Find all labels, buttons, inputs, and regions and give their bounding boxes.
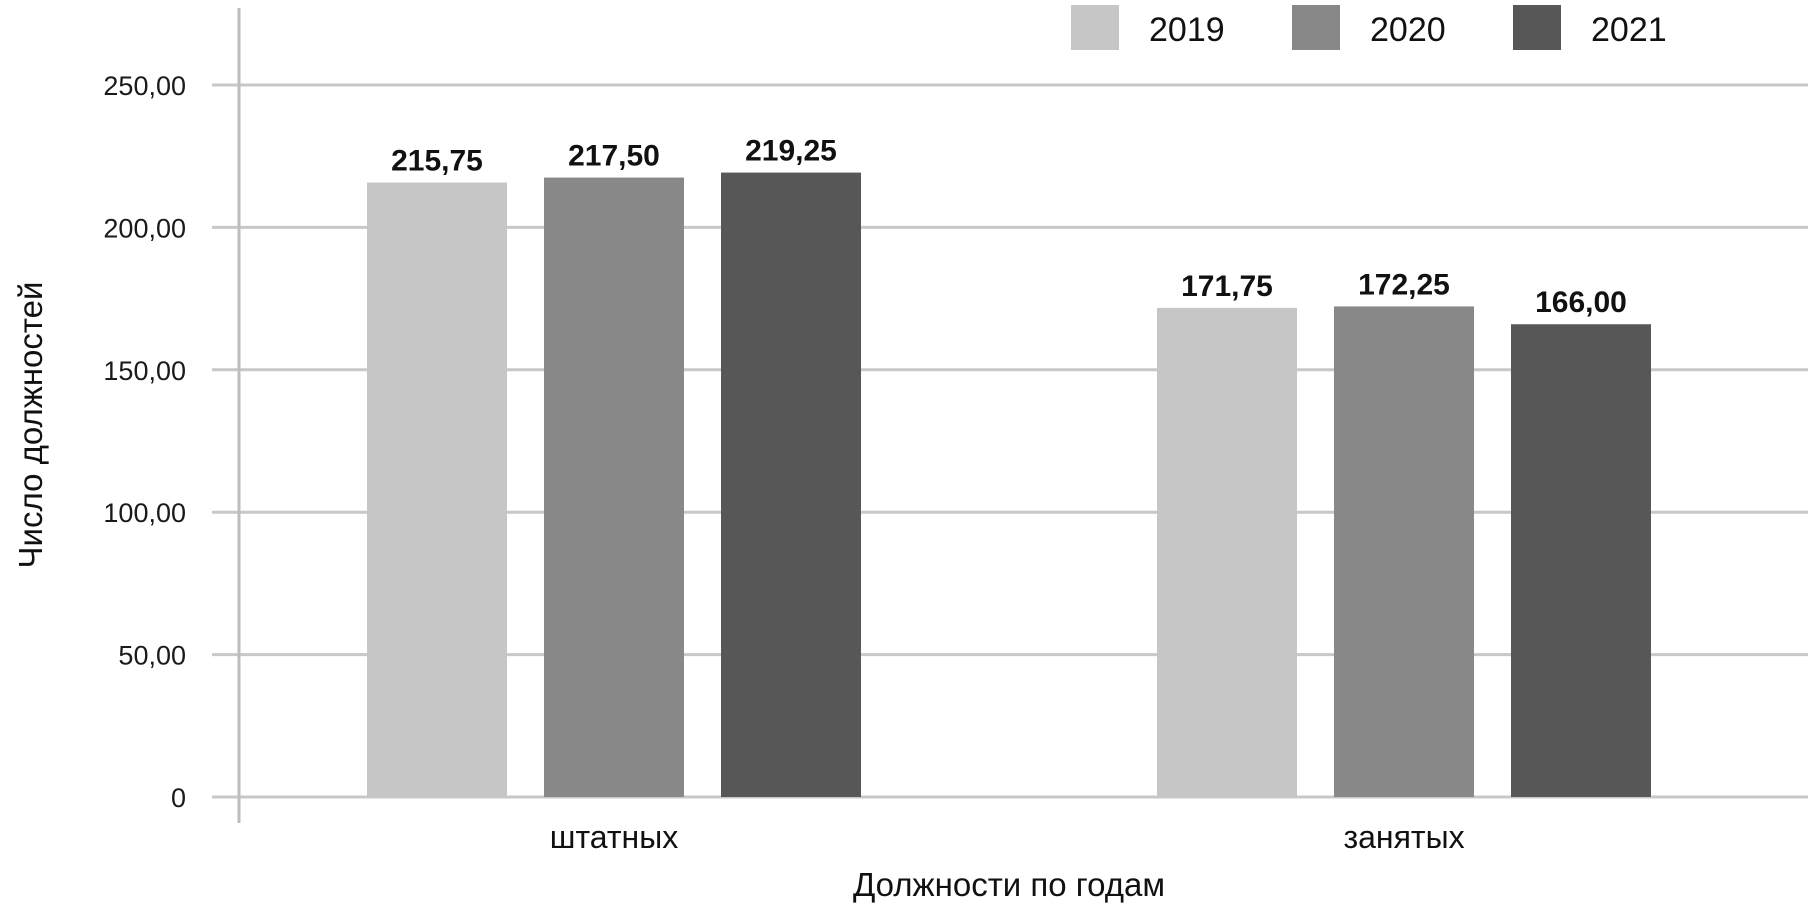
data-label: 171,75 [1181, 270, 1273, 303]
category-label: занятых [1343, 819, 1464, 855]
data-labels: 215,75 217,50 219,25 171,75 172,25 166,00 [391, 135, 1627, 320]
bar [367, 182, 507, 797]
bar [544, 177, 684, 797]
data-label: 217,50 [568, 140, 660, 173]
x-axis-title: Должности по годам [853, 866, 1165, 903]
category-label: штатных [550, 819, 678, 855]
bar [1157, 307, 1297, 797]
data-label: 215,75 [391, 145, 483, 178]
legend-label: 2021 [1591, 11, 1667, 49]
bar [1511, 324, 1651, 797]
legend-label: 2019 [1149, 11, 1225, 49]
data-label: 172,25 [1358, 268, 1450, 301]
bar [1334, 306, 1474, 797]
y-tick-label: 100,00 [103, 498, 186, 528]
y-tick-label: 200,00 [103, 213, 186, 243]
category-labels: штатных занятых [550, 819, 1465, 855]
y-axis-tick-labels: 0 50,00 100,00 150,00 200,00 250,00 [103, 71, 186, 813]
legend-swatch [1513, 5, 1561, 50]
y-axis-title: Число должностей [12, 282, 49, 569]
legend-swatch [1071, 5, 1119, 50]
legend-swatch [1292, 5, 1340, 50]
y-tick-label: 150,00 [103, 356, 186, 386]
legend: 2019 2020 2021 [1071, 5, 1667, 50]
y-tick-label: 50,00 [118, 641, 186, 671]
bar [721, 172, 861, 798]
y-tick-label: 0 [171, 783, 186, 813]
y-tick-label: 250,00 [103, 71, 186, 101]
bars [367, 172, 1651, 798]
data-label: 166,00 [1535, 286, 1627, 319]
legend-label: 2020 [1370, 11, 1446, 49]
data-label: 219,25 [745, 135, 837, 168]
